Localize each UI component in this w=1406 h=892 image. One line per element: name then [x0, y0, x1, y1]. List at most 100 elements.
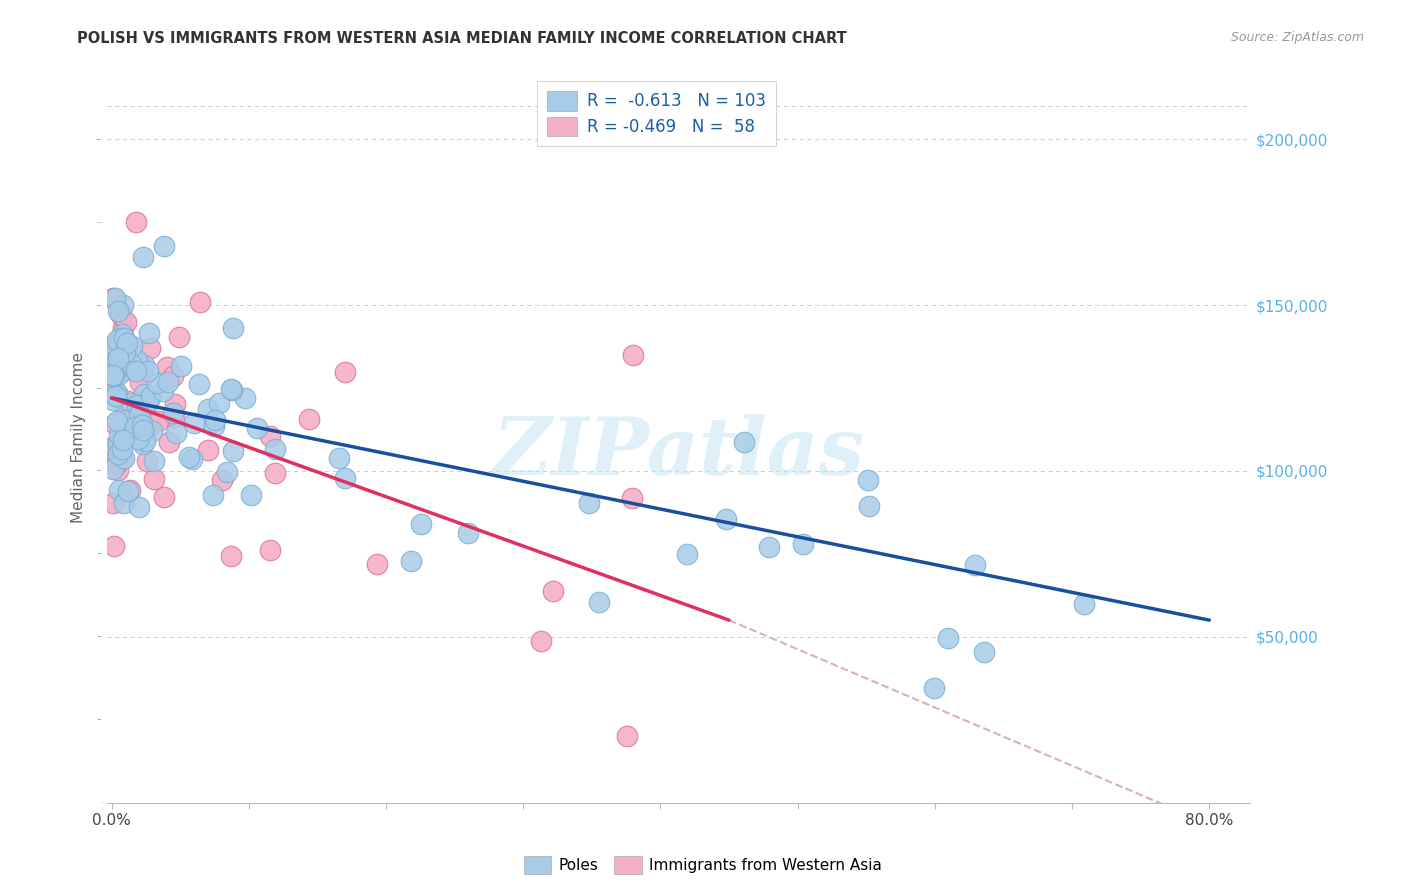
Point: [973, 645, 995, 659]
Point: [588, 595, 610, 609]
Point: [105, 457, 128, 471]
Point: [259, 543, 281, 558]
Text: POLISH VS IMMIGRANTS FROM WESTERN ASIA MEDIAN FAMILY INCOME CORRELATION CHART: POLISH VS IMMIGRANTS FROM WESTERN ASIA M…: [77, 31, 846, 46]
Point: [136, 454, 159, 468]
Point: [197, 402, 219, 417]
Point: [157, 375, 180, 389]
Point: [132, 386, 155, 401]
Point: [163, 396, 186, 410]
Point: [148, 414, 170, 428]
Point: [217, 466, 239, 480]
Point: [111, 442, 134, 456]
Point: [162, 410, 184, 425]
Point: [965, 558, 987, 573]
Point: [132, 358, 155, 372]
Point: [208, 396, 231, 410]
Point: [107, 304, 129, 318]
Point: [105, 389, 128, 403]
Point: [105, 362, 128, 376]
Point: [202, 419, 225, 434]
Point: [578, 495, 600, 509]
Point: [111, 326, 134, 341]
Point: [211, 473, 233, 487]
Point: [259, 429, 281, 443]
Point: [169, 359, 191, 373]
Point: [733, 434, 755, 449]
Point: [125, 414, 148, 428]
Point: [792, 537, 814, 551]
Point: [112, 331, 135, 345]
Point: [114, 363, 136, 377]
Y-axis label: Median Family Income: Median Family Income: [72, 352, 86, 524]
Point: [107, 463, 129, 477]
Point: [110, 308, 132, 322]
Point: [221, 383, 243, 397]
Point: [101, 392, 124, 407]
Point: [239, 488, 262, 502]
Point: [132, 437, 155, 451]
Point: [103, 346, 125, 360]
Point: [457, 526, 479, 541]
Point: [333, 470, 356, 484]
Point: [125, 364, 148, 378]
Point: [139, 389, 162, 403]
Point: [152, 384, 174, 398]
Point: [112, 413, 135, 427]
Point: [127, 352, 149, 367]
Point: [111, 321, 134, 335]
Point: [136, 363, 159, 377]
Point: [118, 483, 141, 498]
Point: [201, 488, 224, 502]
Point: [132, 400, 155, 414]
Point: [128, 500, 150, 514]
Point: [101, 462, 124, 476]
Point: [136, 395, 159, 409]
Point: [222, 444, 245, 458]
Point: [129, 375, 152, 389]
Point: [162, 406, 184, 420]
Point: [143, 472, 166, 486]
Point: [112, 433, 135, 447]
Point: [121, 418, 143, 433]
Point: [111, 452, 134, 467]
Point: [132, 423, 155, 437]
Point: [112, 450, 135, 465]
Point: [616, 729, 638, 743]
Point: [108, 330, 131, 344]
Point: [103, 359, 125, 373]
Point: [127, 397, 149, 411]
Point: [107, 483, 129, 497]
Point: [103, 388, 125, 402]
Point: [124, 420, 146, 434]
Point: [103, 539, 125, 553]
Point: [858, 500, 880, 514]
Point: [103, 365, 125, 379]
Point: [115, 335, 138, 350]
Point: [104, 417, 127, 432]
Point: [328, 451, 350, 466]
Point: [138, 326, 160, 340]
Point: [153, 490, 176, 504]
Point: [141, 425, 163, 439]
Point: [219, 549, 242, 563]
Point: [141, 417, 163, 431]
Point: [188, 295, 211, 310]
Point: [138, 341, 160, 355]
Point: [541, 583, 564, 598]
Point: [131, 416, 153, 430]
Point: [1073, 597, 1095, 611]
Point: [132, 250, 155, 264]
Point: [101, 292, 124, 306]
Point: [101, 368, 124, 383]
Point: [221, 382, 243, 396]
Point: [183, 417, 205, 431]
Point: [104, 291, 127, 305]
Point: [162, 369, 184, 384]
Point: [108, 428, 131, 442]
Point: [246, 421, 269, 435]
Point: [676, 547, 699, 561]
Point: [108, 304, 131, 318]
Text: ZIPatlas: ZIPatlas: [494, 414, 865, 491]
Point: [131, 417, 153, 432]
Point: [264, 466, 287, 480]
